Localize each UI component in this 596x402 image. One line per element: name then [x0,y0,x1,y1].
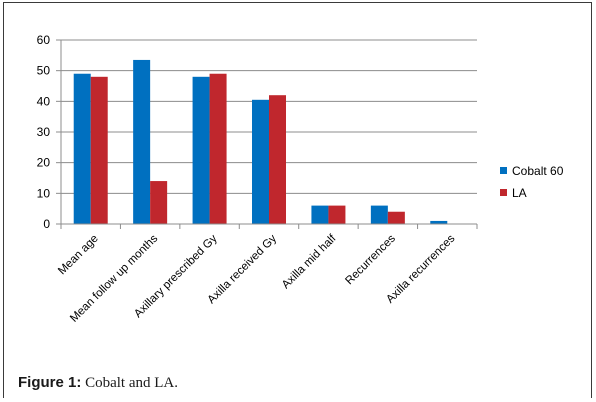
figure-caption: Figure 1: Cobalt and LA. [18,374,178,392]
legend-label: LA [512,186,527,200]
bar-la-6 [387,211,405,224]
bar-cobalt-60-2 [133,59,151,224]
bar-cobalt-60-7 [430,220,448,224]
bar-cobalt-60-6 [370,205,388,224]
legend: Cobalt 60 LA [500,164,564,200]
bar-la-3 [209,73,227,224]
x-tick-label: Axilla mid half [280,232,339,291]
x-tick-label: Recurrences [343,232,398,287]
y-tick-label: 0 [43,217,50,231]
bar-la-4 [269,95,286,224]
y-tick-label: 50 [37,64,51,78]
y-axis: 0 10 20 30 40 50 60 [37,33,62,231]
caption-label: Figure 1: [18,374,82,391]
x-tick-label: Mean age [56,233,101,278]
y-tick-label: 20 [37,156,51,170]
bar-la-5 [328,205,346,224]
legend-swatch [500,167,507,174]
bar-cobalt-60-4 [252,99,269,224]
bar-la-2 [150,181,168,224]
legend-label: Cobalt 60 [512,164,564,178]
caption-text: Cobalt and LA. [81,375,178,391]
y-tick-label: 60 [37,33,51,47]
bar-cobalt-60-1 [73,73,91,224]
legend-swatch [500,189,507,196]
bar-la-1 [90,76,108,224]
bar-cobalt-60-5 [311,205,329,224]
y-tick-label: 10 [37,186,51,200]
y-tick-label: 30 [37,125,51,139]
chart-frame [3,2,592,398]
y-tick-label: 40 [37,94,51,108]
bars [73,59,448,224]
bar-cobalt-60-3 [192,76,210,224]
